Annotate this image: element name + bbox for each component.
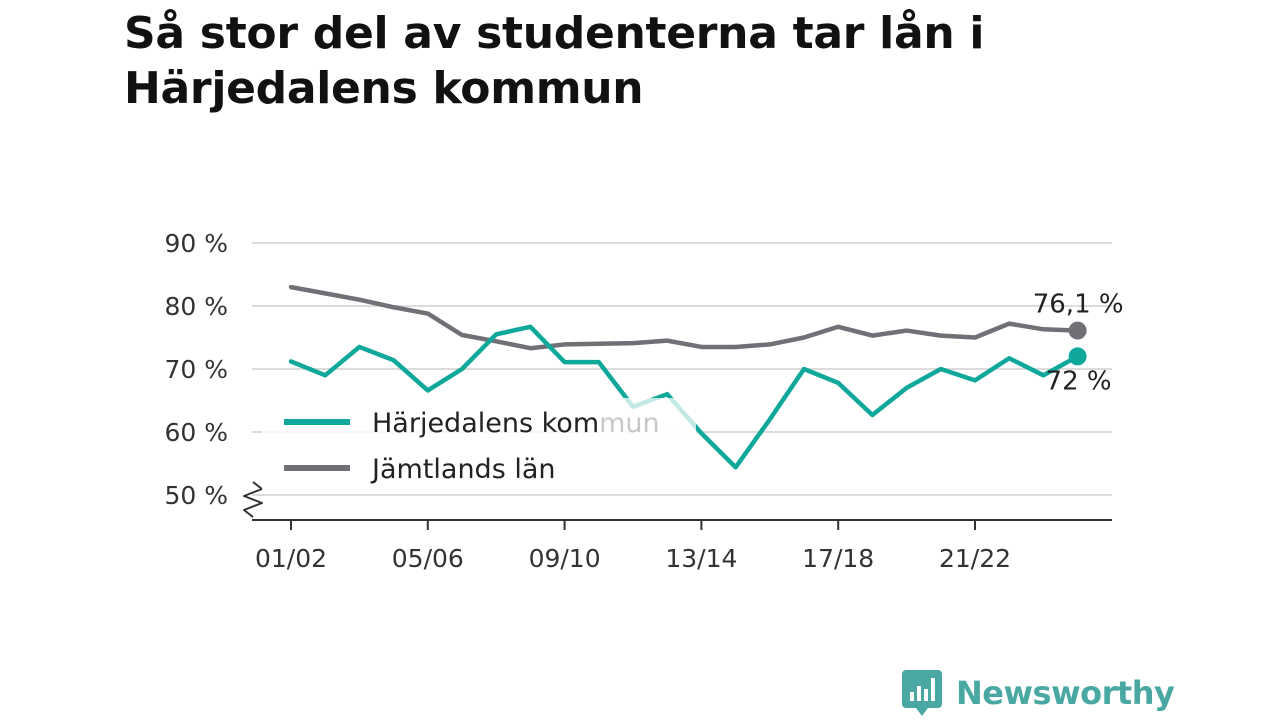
x-tick-label: 01/02 <box>255 544 327 573</box>
brand-name: Newsworthy <box>956 674 1175 712</box>
x-axis-ticks: 01/02 05/06 09/10 13/14 17/18 21/22 <box>255 520 1011 573</box>
axes <box>243 481 1112 521</box>
series-end-point <box>1068 347 1087 366</box>
end-labels: 76,1 % 72 % <box>1033 290 1124 397</box>
legend-overlay <box>600 398 696 450</box>
newsworthy-logo: Newsworthy <box>902 668 1175 718</box>
y-axis-tick-labels: 90 % 80 % 70 % 60 % 50 % <box>164 229 228 510</box>
end-label-harjedalen: 72 % <box>1046 366 1112 396</box>
y-tick-label: 60 % <box>164 418 228 447</box>
end-label-jamtland: 76,1 % <box>1033 290 1124 320</box>
x-tick-label: 05/06 <box>392 544 464 573</box>
x-tick-label: 09/10 <box>529 544 601 573</box>
chart-title: Så stor del av studenterna tar lån i Här… <box>124 8 985 114</box>
series-line-jamtland <box>288 284 1080 351</box>
x-tick-label: 13/14 <box>665 544 737 573</box>
y-tick-label: 90 % <box>164 229 228 258</box>
newsworthy-chart-icon <box>902 670 942 716</box>
y-tick-label: 70 % <box>164 355 228 384</box>
axis-break-icon <box>243 481 263 518</box>
series-end-point <box>1068 321 1087 340</box>
y-tick-label: 50 % <box>164 481 228 510</box>
x-tick-label: 17/18 <box>802 544 874 573</box>
series-lines <box>288 284 1087 470</box>
y-tick-label: 80 % <box>164 292 228 321</box>
x-tick-label: 21/22 <box>939 544 1011 573</box>
legend-label: Jämtlands län <box>370 454 556 485</box>
